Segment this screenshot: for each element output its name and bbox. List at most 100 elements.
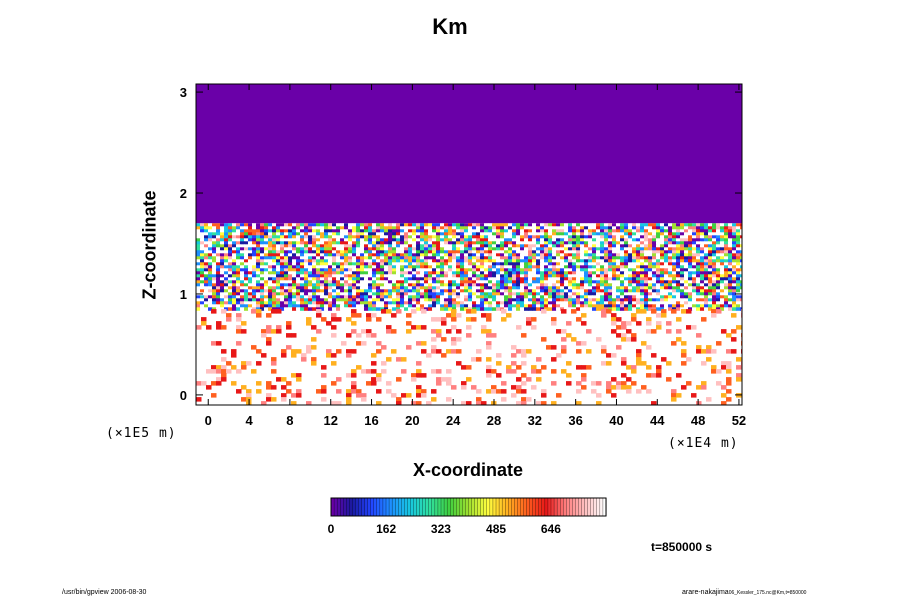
- heatmap-cell: [616, 229, 621, 233]
- heatmap-cell: [472, 235, 477, 239]
- heatmap-cell: [388, 274, 393, 278]
- heatmap-cell: [652, 238, 657, 242]
- heatmap-cell: [636, 280, 641, 284]
- heatmap-cell: [484, 307, 489, 311]
- heatmap-cell: [472, 274, 477, 278]
- heatmap-cell: [688, 238, 693, 242]
- heatmap-cell: [260, 295, 265, 299]
- heatmap-cell: [624, 271, 629, 275]
- heatmap-cell: [544, 250, 549, 254]
- heatmap-cell: [328, 232, 333, 236]
- heatmap-cell: [491, 369, 497, 374]
- heatmap-cell: [456, 274, 461, 278]
- heatmap-cell: [476, 226, 481, 230]
- heatmap-cell: [696, 238, 701, 242]
- heatmap-cell: [716, 247, 721, 251]
- heatmap-cell: [661, 309, 667, 314]
- heatmap-cell: [626, 337, 632, 342]
- heatmap-cell: [692, 244, 697, 248]
- heatmap-cell: [284, 262, 289, 266]
- heatmap-cell: [596, 301, 601, 305]
- heatmap-cell: [671, 341, 677, 346]
- heatmap-cell: [424, 307, 429, 311]
- heatmap-cell: [492, 238, 497, 242]
- heatmap-cell: [688, 271, 693, 275]
- heatmap-cell: [606, 389, 612, 394]
- heatmap-cell: [556, 244, 561, 248]
- heatmap-cell: [696, 286, 701, 290]
- heatmap-cell: [512, 232, 517, 236]
- heatmap-cell: [580, 277, 585, 281]
- heatmap-cell: [244, 232, 249, 236]
- heatmap-cell: [380, 253, 385, 257]
- heatmap-cell: [248, 247, 253, 251]
- heatmap-cell: [528, 226, 533, 230]
- heatmap-cell: [428, 307, 433, 311]
- heatmap-cell: [468, 298, 473, 302]
- heatmap-cell: [624, 241, 629, 245]
- heatmap-cell: [420, 244, 425, 248]
- heatmap-cell: [336, 271, 341, 275]
- heatmap-cell: [372, 295, 377, 299]
- heatmap-cell: [636, 226, 641, 230]
- heatmap-cell: [460, 226, 465, 230]
- heatmap-cell: [496, 274, 501, 278]
- heatmap-cell: [732, 274, 737, 278]
- heatmap-cell: [580, 238, 585, 242]
- heatmap-cell: [296, 226, 301, 230]
- heatmap-cell: [404, 253, 409, 257]
- heatmap-cell: [364, 223, 369, 227]
- heatmap-cell: [448, 280, 453, 284]
- heatmap-cell: [200, 235, 205, 239]
- heatmap-cell: [620, 238, 625, 242]
- heatmap-cell: [486, 345, 492, 350]
- heatmap-cell: [628, 265, 633, 269]
- heatmap-cell: [646, 329, 652, 334]
- heatmap-cell: [616, 274, 621, 278]
- heatmap-cell: [671, 389, 677, 394]
- heatmap-cell: [548, 262, 553, 266]
- heatmap-cell: [300, 286, 305, 290]
- heatmap-cell: [720, 253, 725, 257]
- heatmap-cell: [232, 295, 237, 299]
- heatmap-cell: [520, 274, 525, 278]
- heatmap-cell: [284, 256, 289, 260]
- heatmap-cell: [612, 298, 617, 302]
- heatmap-cell: [612, 307, 617, 311]
- heatmap-cell: [512, 304, 517, 308]
- heatmap-cell: [424, 238, 429, 242]
- heatmap-cell: [344, 268, 349, 272]
- heatmap-cell: [700, 226, 705, 230]
- heatmap-cell: [532, 244, 537, 248]
- heatmap-cell: [560, 265, 565, 269]
- heatmap-cell: [244, 235, 249, 239]
- heatmap-cell: [684, 250, 689, 254]
- heatmap-cell: [544, 301, 549, 305]
- heatmap-cell: [251, 345, 257, 350]
- heatmap-cell: [286, 389, 292, 394]
- heatmap-cell: [700, 283, 705, 287]
- heatmap-cell: [648, 292, 653, 296]
- heatmap-cell: [272, 235, 277, 239]
- heatmap-cell: [451, 337, 457, 342]
- heatmap-cell: [236, 265, 241, 269]
- heatmap-cell: [304, 253, 309, 257]
- heatmap-cell: [504, 238, 509, 242]
- heatmap-cell: [236, 292, 241, 296]
- heatmap-cell: [664, 307, 669, 311]
- heatmap-cell: [728, 298, 733, 302]
- heatmap-cell: [680, 307, 685, 311]
- heatmap-cell: [324, 286, 329, 290]
- heatmap-cell: [348, 286, 353, 290]
- heatmap-cell: [391, 313, 397, 318]
- heatmap-cell: [360, 304, 365, 308]
- heatmap-cell: [376, 298, 381, 302]
- heatmap-cell: [432, 265, 437, 269]
- heatmap-cell: [460, 253, 465, 257]
- heatmap-cell: [468, 301, 473, 305]
- heatmap-cell: [324, 256, 329, 260]
- heatmap-cell: [652, 283, 657, 287]
- heatmap-cell: [404, 223, 409, 227]
- heatmap-cell: [660, 244, 665, 248]
- heatmap-cell: [396, 265, 401, 269]
